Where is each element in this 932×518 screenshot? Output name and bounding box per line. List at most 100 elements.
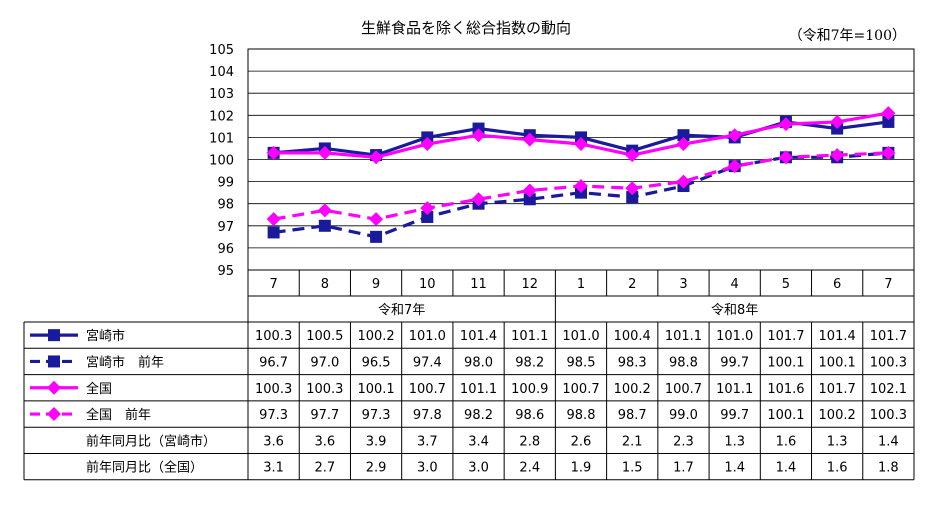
diamond-marker (778, 117, 793, 132)
table-cell: 100.3 (306, 382, 343, 397)
diamond-marker (778, 150, 793, 165)
row-label: 全国 前年 (86, 407, 151, 423)
table-cell: 97.3 (259, 408, 288, 423)
square-marker (421, 210, 434, 223)
table-cell: 1.7 (673, 461, 694, 476)
table-cell: 98.3 (618, 355, 647, 370)
y-tick-label: 96 (217, 242, 234, 257)
table-cell: 3.6 (263, 434, 284, 449)
diamond-marker (676, 137, 691, 152)
table-cell: 2.7 (315, 461, 336, 476)
x-tick-label: 6 (833, 277, 841, 292)
diamond-marker (727, 159, 742, 174)
diamond-marker (471, 192, 486, 207)
table-cell: 98.5 (567, 355, 596, 370)
diamond-marker (420, 137, 435, 152)
diamond-marker (881, 145, 896, 160)
table-cell: 100.7 (665, 382, 702, 397)
diamond-marker (47, 407, 61, 422)
table-cell: 101.6 (767, 382, 804, 397)
table-cell: 97.0 (310, 355, 339, 370)
diamond-marker (676, 174, 691, 189)
diamond-marker (369, 150, 384, 165)
table-cell: 100.3 (870, 408, 907, 423)
table-cell: 1.9 (571, 461, 592, 476)
diamond-marker (830, 148, 845, 163)
table-cell: 101.1 (716, 382, 753, 397)
table-cell: 100.3 (255, 329, 292, 344)
table-cell: 99.7 (720, 408, 749, 423)
square-marker (318, 219, 331, 232)
table-cell: 101.1 (460, 382, 497, 397)
table-cell: 98.2 (515, 355, 544, 370)
row-label: 宮崎市 (86, 328, 125, 344)
table-cell: 97.3 (362, 408, 391, 423)
diamond-marker (574, 179, 588, 194)
x-tick-label: 10 (419, 277, 436, 292)
table-cell: 101.7 (767, 329, 804, 344)
table-cell: 100.7 (562, 382, 599, 397)
legend-key (30, 355, 78, 368)
legend-key (30, 329, 78, 342)
table-cell: 99.7 (720, 355, 749, 370)
table-cell: 96.7 (259, 355, 288, 370)
table-cell: 3.0 (417, 461, 438, 476)
table-cell: 3.6 (315, 434, 336, 449)
table-cell: 1.5 (622, 461, 643, 476)
table-cell: 97.8 (413, 408, 442, 423)
table-cell: 100.9 (511, 382, 548, 397)
table-cell: 99.0 (669, 408, 698, 423)
square-marker (370, 230, 383, 243)
table-cell: 2.1 (622, 434, 643, 449)
table-cell: 100.1 (767, 355, 804, 370)
table-cell: 100.1 (819, 355, 856, 370)
table-cell: 2.9 (366, 461, 387, 476)
y-tick-label: 95 (217, 264, 234, 279)
table-cell: 101.0 (562, 329, 599, 344)
table-cell: 1.4 (724, 461, 745, 476)
diamond-marker (369, 212, 384, 227)
table-cell: 98.7 (618, 408, 647, 423)
year-group-label: 令和8年 (711, 303, 758, 318)
diamond-marker (625, 181, 640, 196)
x-tick-label: 2 (628, 277, 636, 292)
diamond-marker (881, 106, 896, 121)
y-tick-label: 105 (209, 43, 234, 58)
table-cell: 101.4 (819, 329, 856, 344)
table-cell: 101.7 (870, 329, 907, 344)
diamond-marker (420, 201, 435, 216)
table-cell: 3.0 (468, 461, 489, 476)
plot-area: 95 96 97 98 99 100 101 102 103 104 105 (209, 43, 915, 279)
table-cell: 1.4 (776, 461, 797, 476)
table-cell: 2.6 (571, 434, 592, 449)
legend-key (30, 380, 78, 395)
table-cell: 100.2 (357, 329, 394, 344)
table-cell: 1.6 (776, 434, 797, 449)
table-cell: 100.3 (870, 355, 907, 370)
y-tick-label: 98 (217, 198, 234, 213)
table-cell: 100.5 (306, 329, 343, 344)
table-cell: 1.4 (878, 434, 899, 449)
table-cell: 98.8 (567, 408, 596, 423)
year-group-label: 令和7年 (378, 303, 425, 318)
diamond-marker (727, 128, 742, 143)
diamond-marker (830, 114, 845, 129)
diamond-marker (625, 148, 640, 163)
table-cell: 98.2 (464, 408, 493, 423)
table-cell: 97.4 (413, 355, 442, 370)
x-tick-label: 12 (521, 277, 538, 292)
square-marker (626, 191, 639, 204)
table-cell: 98.6 (515, 408, 544, 423)
diamond-marker (317, 145, 332, 160)
row-label: 前年同月比（宮崎市） (86, 433, 216, 449)
diamond-marker (471, 128, 486, 143)
diamond-marker (47, 380, 61, 395)
table-cell: 100.2 (819, 408, 856, 423)
x-tick-label: 1 (577, 277, 585, 292)
square-marker (48, 355, 60, 368)
table-cell: 3.1 (263, 461, 284, 476)
x-tick-label: 5 (782, 277, 790, 292)
y-tick-label: 100 (209, 154, 234, 169)
